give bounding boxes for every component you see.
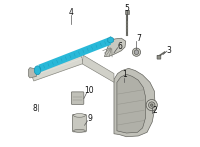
Polygon shape xyxy=(82,55,114,82)
Text: 1: 1 xyxy=(122,70,127,80)
Circle shape xyxy=(149,102,155,108)
Polygon shape xyxy=(108,37,113,43)
Polygon shape xyxy=(31,56,84,81)
Polygon shape xyxy=(117,74,146,133)
Text: 6: 6 xyxy=(117,42,122,51)
Ellipse shape xyxy=(34,66,41,75)
Text: 9: 9 xyxy=(87,114,92,123)
Ellipse shape xyxy=(74,129,85,132)
Text: 8: 8 xyxy=(33,104,37,113)
FancyBboxPatch shape xyxy=(157,55,161,59)
Polygon shape xyxy=(114,68,155,137)
Bar xyxy=(125,10,129,14)
Circle shape xyxy=(146,100,157,111)
FancyBboxPatch shape xyxy=(73,114,86,132)
Ellipse shape xyxy=(74,114,85,117)
Polygon shape xyxy=(28,68,36,78)
Text: 7: 7 xyxy=(136,34,141,44)
Text: 2: 2 xyxy=(152,106,157,116)
Circle shape xyxy=(134,50,139,54)
Text: 4: 4 xyxy=(69,8,74,17)
Circle shape xyxy=(132,48,141,56)
Text: 3: 3 xyxy=(167,46,172,55)
Polygon shape xyxy=(104,38,126,57)
FancyBboxPatch shape xyxy=(71,92,84,104)
Text: 5: 5 xyxy=(125,4,130,13)
Text: 10: 10 xyxy=(84,86,94,95)
Circle shape xyxy=(151,104,153,106)
